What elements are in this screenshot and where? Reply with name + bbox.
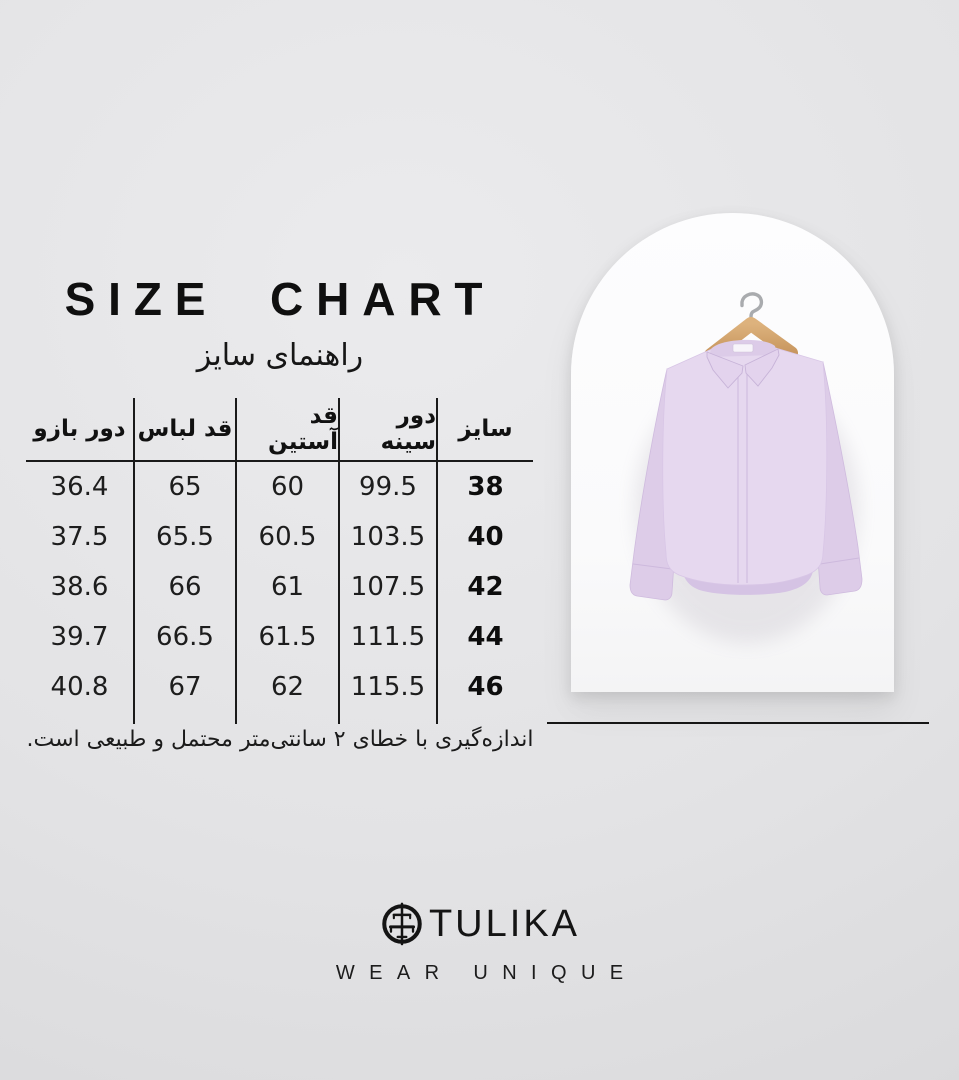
table-cell: 111.5: [340, 612, 438, 662]
column-header: قد لباس: [135, 398, 237, 462]
product-photo-arch: [571, 213, 894, 692]
column-header: قد آستین: [237, 398, 340, 462]
table-cell: 37.5: [26, 512, 135, 562]
table-cell: 65.5: [135, 512, 237, 562]
shirt-body: [662, 342, 828, 586]
brand-block: TULIKA WEAR UNIQUE: [0, 901, 959, 985]
table-cell: 44: [467, 622, 504, 652]
table-cell: 40.8: [26, 662, 135, 712]
table-cell: 61.5: [237, 612, 340, 662]
table-spacer: [135, 712, 237, 724]
table-cell: 99.5: [340, 462, 438, 512]
table-cell: 66: [135, 562, 237, 612]
sword-in-circle-icon: [382, 902, 422, 946]
page-subtitle-fa: راهنمای سایز: [196, 338, 364, 373]
table-spacer: [237, 712, 340, 724]
table-cell: 115.5: [340, 662, 438, 712]
table-cell: 60: [237, 462, 340, 512]
table-cell: 60.5: [237, 512, 340, 562]
size-table: دور بازو قد لباس قد آستین دور سینه سایز 36.4 6…: [26, 398, 533, 724]
neck-label: [732, 343, 754, 353]
table-spacer: [340, 712, 438, 724]
table-cell: 40: [467, 522, 504, 552]
shirt-collar: [706, 348, 780, 389]
measurement-note: اندازه‌گیری با خطای ۲ سانتی‌متر محتمل و …: [26, 727, 534, 752]
shirt-illustration: [629, 292, 863, 643]
shirt-placket: [737, 371, 748, 583]
table-cell: 66.5: [135, 612, 237, 662]
brand-logo: TULIKA: [379, 901, 580, 947]
table-cell: 65: [135, 462, 237, 512]
hanger-hook-icon: [740, 292, 764, 331]
brand-name: TULIKA: [428, 902, 581, 945]
table-cell: 38.6: [26, 562, 135, 612]
table-spacer: [26, 712, 135, 724]
table-cell: 67: [135, 662, 237, 712]
table-cell: 62: [237, 662, 340, 712]
cuff-seams: [632, 557, 860, 570]
table-cell: 38: [467, 472, 504, 502]
table-cell: 46: [467, 672, 504, 702]
shirt-hem-underlayer: [683, 571, 813, 595]
column-header: دور بازو: [26, 398, 135, 462]
title-block: SIZE CHART راهنمای سایز: [26, 272, 534, 373]
brand-tagline: WEAR UNIQUE: [335, 962, 638, 984]
table-cell: 42: [467, 572, 504, 602]
table-cell: 39.7: [26, 612, 135, 662]
table-cell: 103.5: [340, 512, 438, 562]
column-header: دور سینه: [340, 398, 438, 462]
page-title: SIZE CHART: [64, 273, 496, 325]
table-cell: 107.5: [340, 562, 438, 612]
table-cell: 61: [237, 562, 340, 612]
photo-divider-line: [547, 722, 929, 724]
table-spacer: [438, 712, 533, 724]
column-header: سایز: [438, 398, 533, 462]
table-cell: 36.4: [26, 462, 135, 512]
